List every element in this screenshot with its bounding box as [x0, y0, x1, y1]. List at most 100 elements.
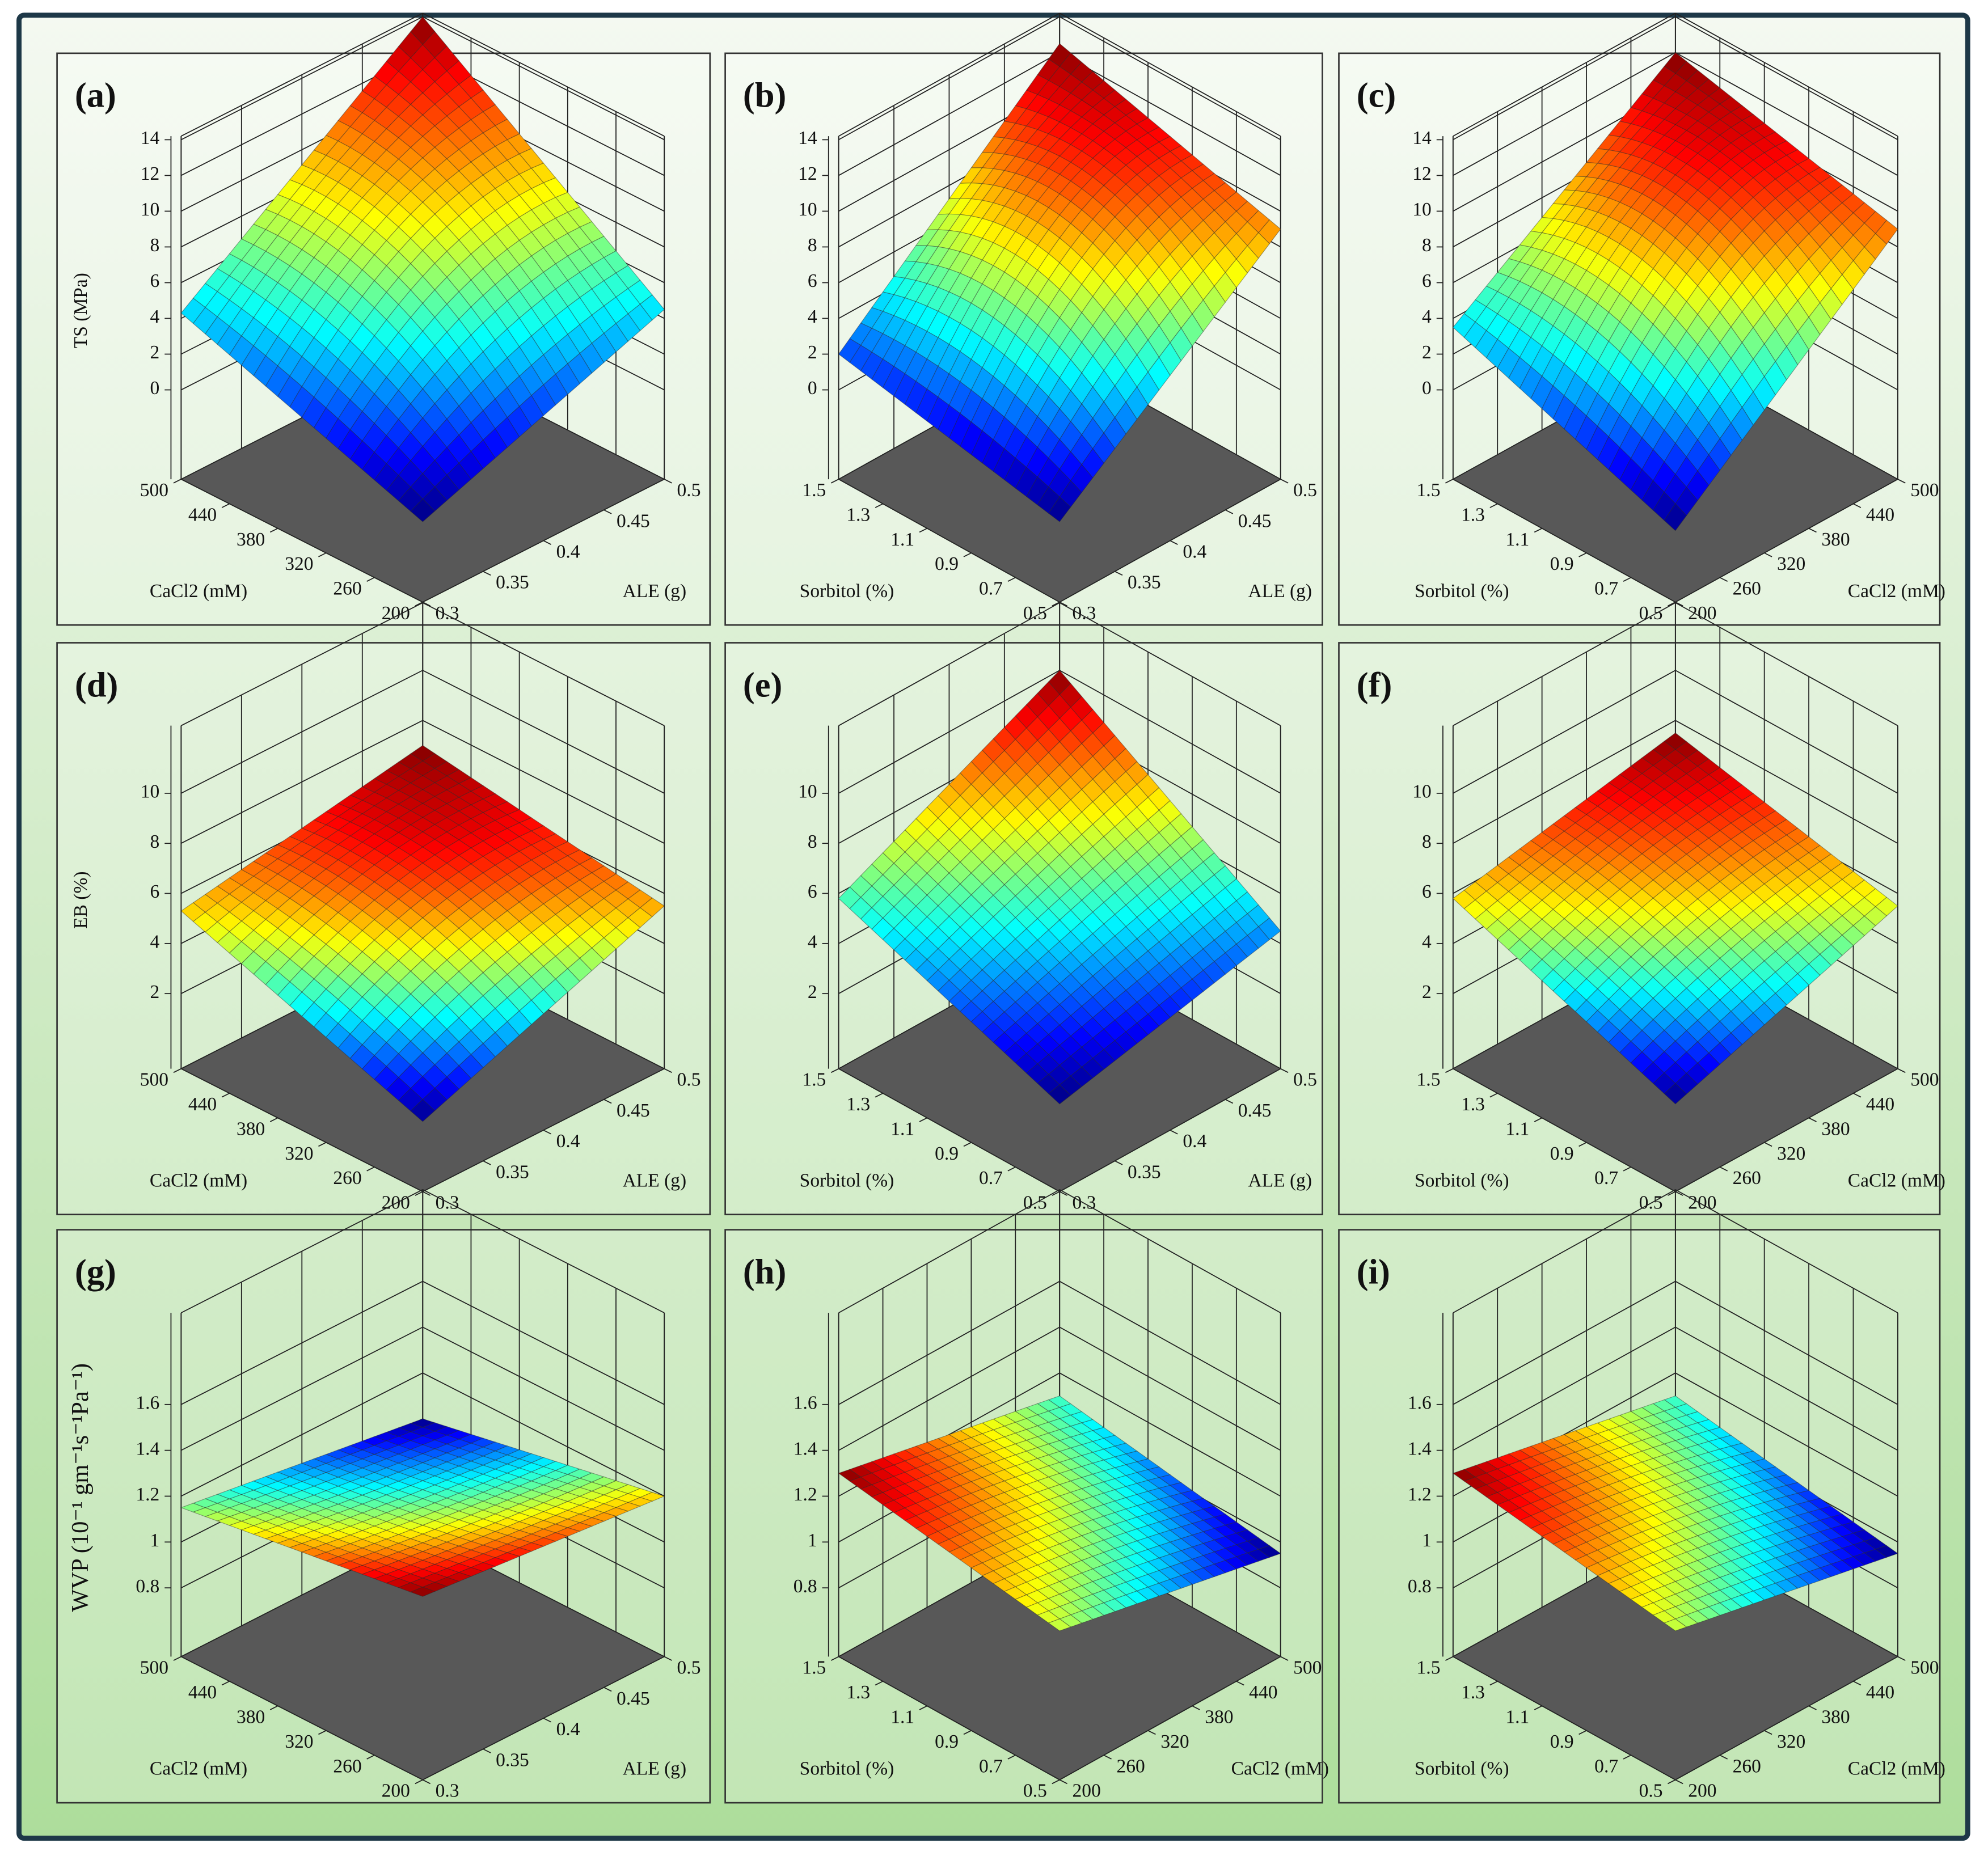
surface-cell — [192, 912, 218, 933]
z-tick-label: 1 — [808, 1530, 817, 1551]
wall-edge — [1453, 12, 1676, 137]
surface-cell — [374, 405, 399, 436]
z-tick-label: 10 — [141, 199, 160, 220]
y-tick-label: 1.3 — [1461, 1682, 1485, 1703]
z-tick-label: 0 — [1422, 378, 1432, 399]
surface-cell — [458, 306, 484, 336]
surface-cell — [495, 119, 520, 141]
surface-cell — [579, 288, 605, 316]
surface-cell — [434, 898, 460, 919]
surface-cell — [410, 136, 436, 159]
surface-cell — [507, 318, 532, 348]
x-tick-label: 500 — [1910, 480, 1939, 501]
surface-cell — [361, 120, 387, 142]
surface-cell — [446, 462, 472, 491]
surface-cell — [603, 250, 629, 274]
tick-mark — [1808, 527, 1817, 533]
surface-cell — [374, 435, 399, 464]
tick-mark — [1623, 577, 1631, 582]
surface-cell — [349, 440, 375, 470]
surface-cell — [410, 92, 436, 116]
z-tick-label: 0.8 — [136, 1576, 159, 1597]
surface-cell — [410, 302, 436, 332]
surface-cell — [495, 248, 520, 275]
y-tick-label: 440 — [188, 1094, 217, 1115]
surface-cell — [361, 75, 387, 99]
tick-mark — [422, 602, 431, 607]
grid-line — [838, 52, 1060, 176]
surface-cell — [495, 387, 520, 418]
surface-cell — [398, 238, 424, 264]
grid-line — [1675, 52, 1898, 176]
surface-cell — [555, 306, 580, 335]
surface-cell — [326, 912, 351, 933]
surface-cell — [446, 810, 472, 826]
surface-cell — [434, 202, 459, 227]
z-tick-label: 8 — [150, 831, 160, 852]
panel: 0.3 0.35 0.4 0.45 0.5 200 260 320 380 440 500 0.8 1 1… — [56, 1189, 711, 1804]
surface-cell — [482, 849, 508, 866]
surface-cell — [518, 307, 544, 337]
z-tick-label: 12 — [141, 163, 160, 184]
surface-cell — [373, 825, 399, 841]
surface-cell — [470, 153, 496, 176]
surface-cell — [591, 257, 617, 281]
z-tick-label: 1.2 — [136, 1484, 159, 1505]
x-tick-label: 0.45 — [1238, 510, 1272, 531]
y-tick-label: 0.9 — [1550, 1731, 1574, 1752]
x-tick-label: 0.4 — [1183, 541, 1206, 562]
z-tick-label: 6 — [1422, 881, 1432, 902]
surface-cell — [313, 377, 339, 409]
tick-mark — [173, 1068, 182, 1073]
surface-cell — [374, 107, 399, 129]
tick-mark — [221, 503, 230, 508]
surface-cell — [470, 410, 496, 441]
z-tick-label: 4 — [808, 932, 817, 953]
y-tick-label: 0.5 — [1023, 1781, 1047, 1802]
surface-cell — [410, 69, 436, 94]
surface-cell — [410, 831, 436, 848]
surface-cell — [591, 280, 617, 307]
surface-cell — [458, 335, 484, 365]
panel: 0.3 0.35 0.4 0.45 0.5 200 260 320 380 440 500 2 4 6 8 1… — [56, 602, 711, 1216]
surface-cell — [422, 768, 448, 783]
x-tick-label: 0.4 — [1183, 1131, 1206, 1152]
surface-cell — [374, 840, 399, 857]
x-axis-title: CaCl2 (mM) — [1848, 1758, 1945, 1779]
tick-mark — [1578, 552, 1587, 557]
z-tick-label: 1.4 — [1408, 1438, 1432, 1459]
surface-cell — [398, 432, 423, 462]
surface-cell — [458, 392, 484, 424]
surface-cell — [253, 867, 278, 884]
z-tick-label: 1.6 — [793, 1392, 817, 1413]
surface-cell — [507, 822, 533, 838]
x-axis-title: CaCl2 (mM) — [1848, 581, 1945, 602]
panel-label: (i) — [1357, 1252, 1390, 1291]
surface-cell — [374, 377, 399, 407]
tick-mark — [483, 1160, 491, 1165]
surface-cell — [398, 374, 423, 404]
surface-cell — [373, 797, 399, 813]
surface-cell — [422, 907, 448, 929]
surface-cell — [349, 244, 375, 270]
panel: 2002603203804405000.50.70.91.11.31.52468… — [1338, 602, 1945, 1216]
surface-cell — [483, 311, 508, 341]
surface-cell — [543, 197, 568, 219]
surface-cell — [470, 785, 496, 800]
surface-cell — [374, 890, 399, 910]
z-tick-label: 1.2 — [793, 1484, 817, 1505]
surface — [180, 745, 665, 1122]
z-axis-title: TS (MPa) — [70, 273, 91, 348]
surface-cell — [398, 168, 424, 192]
surface-cell — [1597, 436, 1620, 471]
surface-cell — [362, 451, 387, 481]
panel: 200 260 320 380 440 500 0.5 0.7 0.9 1.1 1.3 1.5 0.8 1… — [1338, 1189, 1945, 1804]
surface-cell — [518, 281, 544, 308]
surface-cell — [615, 265, 641, 289]
surface-cell — [507, 133, 532, 155]
surface-cell — [422, 871, 448, 890]
surface-cell — [326, 250, 351, 276]
surface-cell — [374, 240, 399, 267]
surface-cell — [434, 276, 459, 305]
surface-cell — [386, 332, 411, 362]
